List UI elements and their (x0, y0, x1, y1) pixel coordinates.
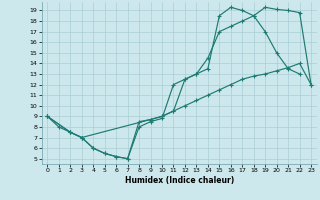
X-axis label: Humidex (Indice chaleur): Humidex (Indice chaleur) (124, 176, 234, 185)
